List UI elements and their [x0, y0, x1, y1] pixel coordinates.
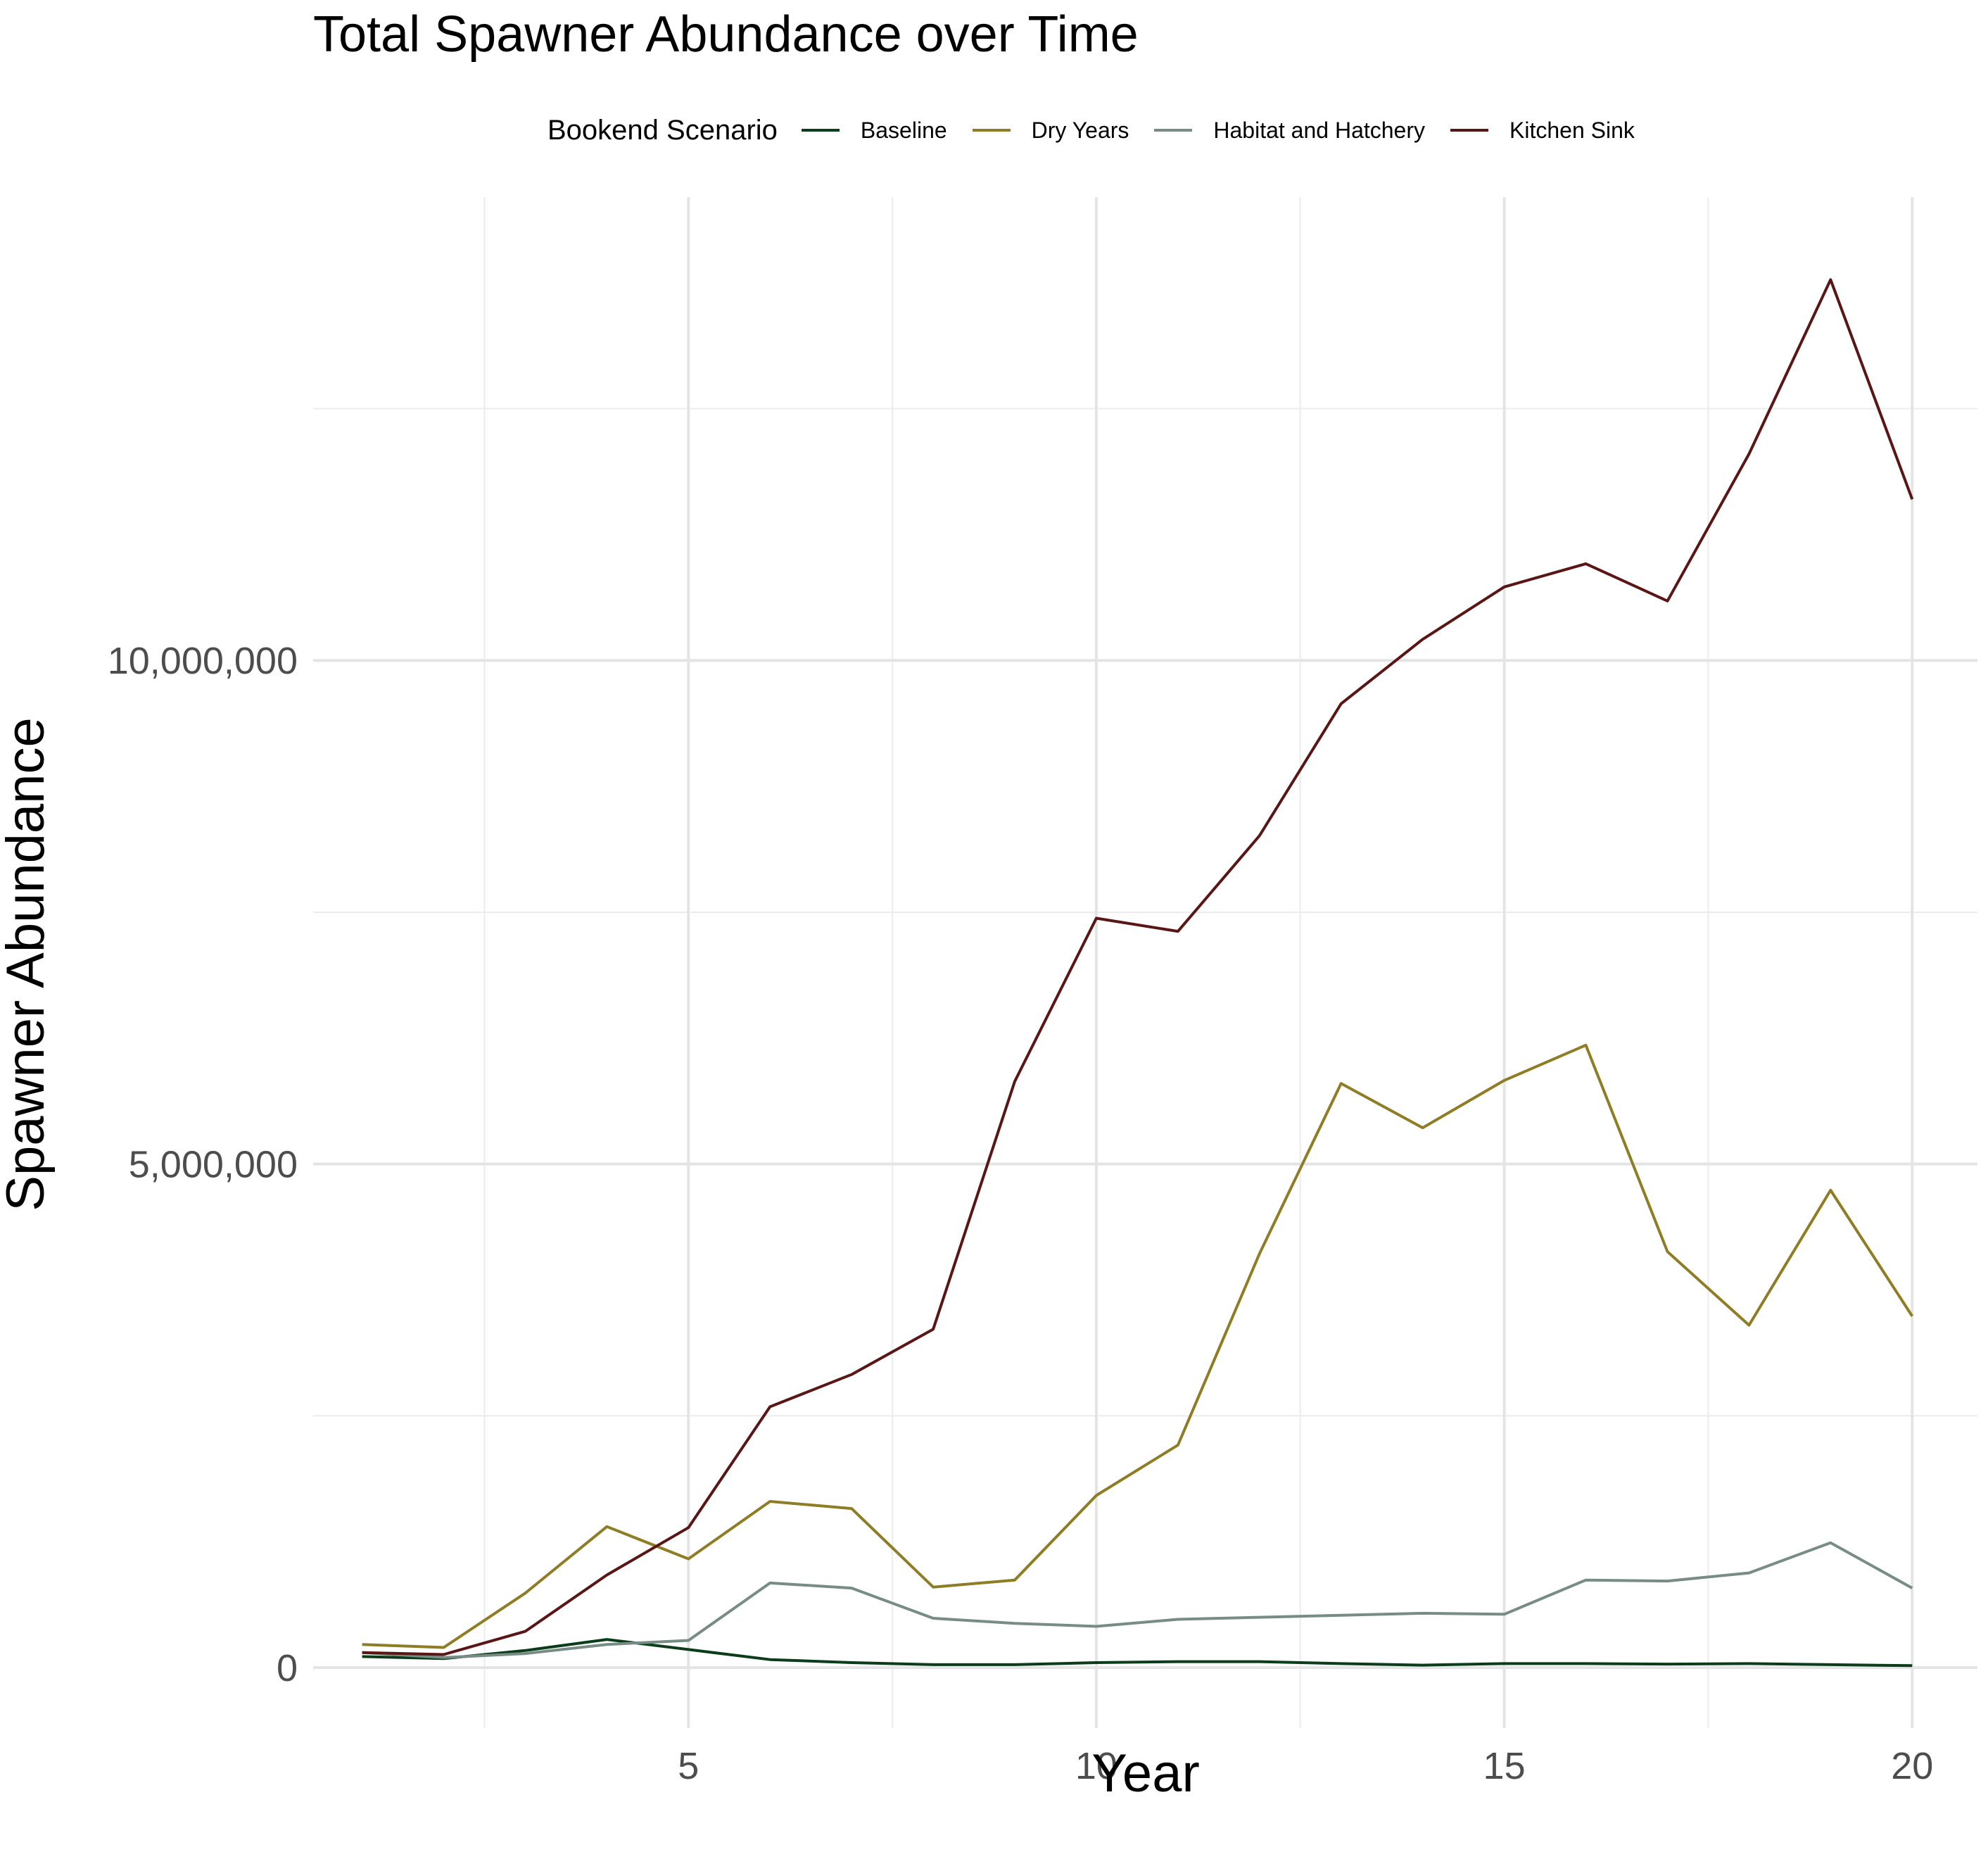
series-line-habitat-and-hatchery	[362, 1541, 1913, 1659]
x-tick-label: 5	[678, 1745, 699, 1787]
legend-item-baseline: Baseline	[801, 117, 947, 144]
legend: Bookend Scenario Baseline Dry Years Habi…	[0, 109, 1988, 151]
x-tick-label: 20	[1891, 1745, 1933, 1787]
legend-key-dry-years	[972, 129, 1011, 132]
y-axis-tick-labels: 0 5,000,000 10,000,000	[108, 640, 298, 1689]
x-tick-label: 10	[1075, 1745, 1118, 1787]
series-line-baseline	[362, 1638, 1913, 1668]
x-axis-title: Year	[1091, 1744, 1200, 1803]
series-line-dry-years	[362, 1043, 1913, 1649]
y-axis-title: Spawner Abundance	[0, 717, 56, 1211]
legend-item-kitchen-sink: Kitchen Sink	[1450, 118, 1635, 144]
legend-label-dry-years: Dry Years	[1031, 117, 1129, 143]
legend-key-habitat-and-hatchery	[1154, 129, 1193, 132]
y-tick-label: 5,000,000	[129, 1144, 298, 1186]
legend-label-kitchen-sink: Kitchen Sink	[1509, 117, 1635, 143]
y-tick-label: 0	[277, 1647, 298, 1689]
chart-title: Total Spawner Abundance over Time	[313, 6, 1139, 63]
y-tick-label: 10,000,000	[108, 640, 298, 682]
legend-title: Bookend Scenario	[547, 114, 778, 146]
legend-key-baseline	[801, 129, 840, 132]
legend-key-kitchen-sink	[1450, 129, 1488, 132]
series-lines	[362, 278, 1914, 1668]
major-gridlines	[313, 197, 1977, 1728]
legend-label-habitat-and-hatchery: Habitat and Hatchery	[1213, 117, 1425, 143]
legend-label-baseline: Baseline	[860, 117, 947, 143]
x-axis-tick-labels: 5 10 15 20	[678, 1745, 1933, 1787]
legend-item-habitat-and-hatchery: Habitat and Hatchery	[1154, 118, 1425, 144]
minor-gridlines	[313, 197, 1977, 1728]
x-tick-label: 15	[1483, 1745, 1526, 1787]
series-line-kitchen-sink	[362, 278, 1914, 1656]
legend-item-dry-years: Dry Years	[972, 117, 1129, 144]
